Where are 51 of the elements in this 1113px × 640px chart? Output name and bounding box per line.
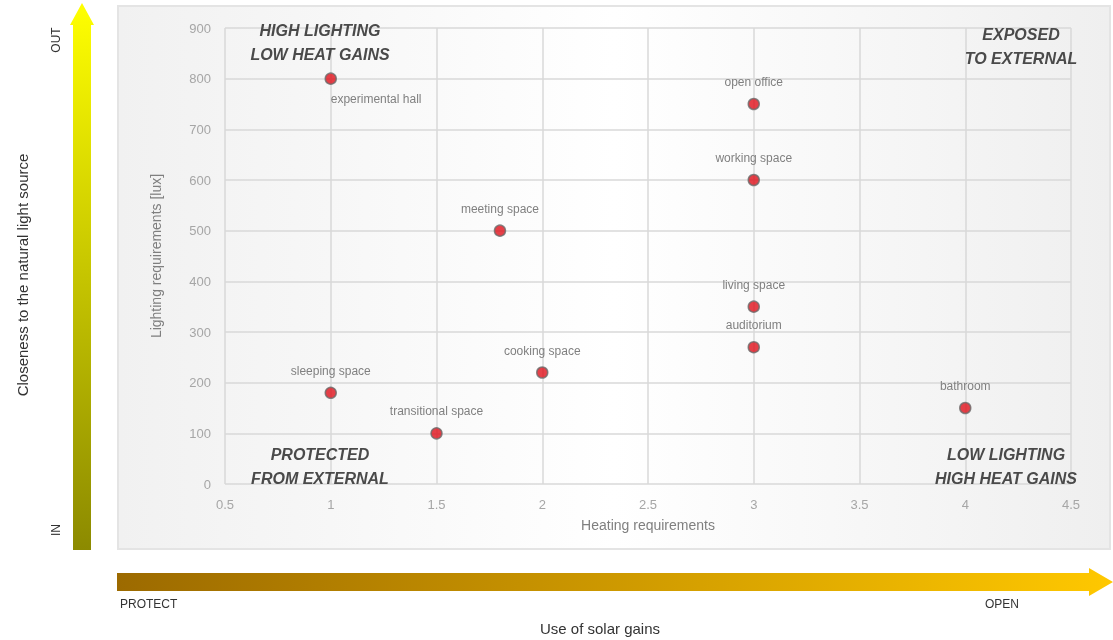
text: OUT bbox=[49, 27, 63, 53]
y-tick-label: 300 bbox=[189, 324, 211, 340]
x-tick-label: 0.5 bbox=[215, 497, 235, 512]
text: Use of solar gains bbox=[539, 619, 661, 637]
x-tick-label: 3.5 bbox=[850, 497, 869, 512]
x-tick-label: 2 bbox=[538, 497, 546, 512]
annotation: PROTECTED FROM EXTERNAL bbox=[251, 445, 389, 487]
point bbox=[747, 173, 760, 187]
annotation: working space bbox=[714, 151, 793, 165]
annotation: living space bbox=[722, 277, 786, 292]
x-tick-label: 3 bbox=[750, 497, 758, 512]
point bbox=[747, 300, 760, 313]
y-axis-title: Lighting requirements [lux] bbox=[148, 173, 164, 339]
text: Closeness to the natural light source bbox=[13, 153, 31, 397]
annotation: bathroom bbox=[939, 379, 991, 393]
annotation: sleeping space bbox=[290, 363, 372, 378]
point bbox=[747, 340, 760, 354]
y-tick-label: 100 bbox=[189, 425, 211, 441]
point bbox=[747, 97, 760, 111]
y-tick-label: 200 bbox=[189, 375, 211, 391]
x-axis-title: Heating requirements bbox=[581, 517, 715, 533]
annotation: meeting space bbox=[460, 201, 540, 216]
annotation: transitional space bbox=[389, 404, 484, 419]
point bbox=[959, 401, 972, 415]
annotation: experimental hall bbox=[330, 91, 422, 106]
text: IN bbox=[49, 524, 63, 536]
y-tick-label: 500 bbox=[189, 223, 211, 239]
x-tick-label: 4.5 bbox=[1061, 497, 1081, 512]
annotation: HIGH LIGHTING LOW HEAT GAINS bbox=[250, 21, 390, 63]
y-tick-label: 600 bbox=[189, 172, 211, 188]
x-tick-label: 4 bbox=[961, 497, 969, 512]
annotation: auditorium bbox=[725, 318, 782, 333]
annotation: cooking space bbox=[503, 343, 581, 358]
annotation: EXPOSED TO EXTERNAL bbox=[964, 25, 1078, 67]
y-tick-label: 400 bbox=[189, 273, 211, 289]
y-tick-label: 700 bbox=[189, 121, 211, 137]
y-tick-label: 800 bbox=[189, 71, 211, 87]
y-tick-label: 900 bbox=[189, 20, 211, 36]
text: OPEN bbox=[985, 597, 1020, 611]
x-tick-label: 1 bbox=[327, 497, 335, 512]
annotation: open office bbox=[724, 75, 784, 89]
y-tick-label: 0 bbox=[203, 476, 211, 492]
point bbox=[324, 72, 337, 85]
x-tick-label: 1.5 bbox=[427, 497, 446, 512]
annotation: LOW LIGHTING HIGH HEAT GAINS bbox=[935, 445, 1078, 487]
text: PROTECT bbox=[120, 597, 178, 611]
point bbox=[493, 224, 507, 237]
x-tick-label: 2.5 bbox=[638, 497, 658, 512]
point bbox=[430, 427, 443, 440]
point bbox=[324, 386, 337, 400]
point bbox=[536, 366, 549, 379]
